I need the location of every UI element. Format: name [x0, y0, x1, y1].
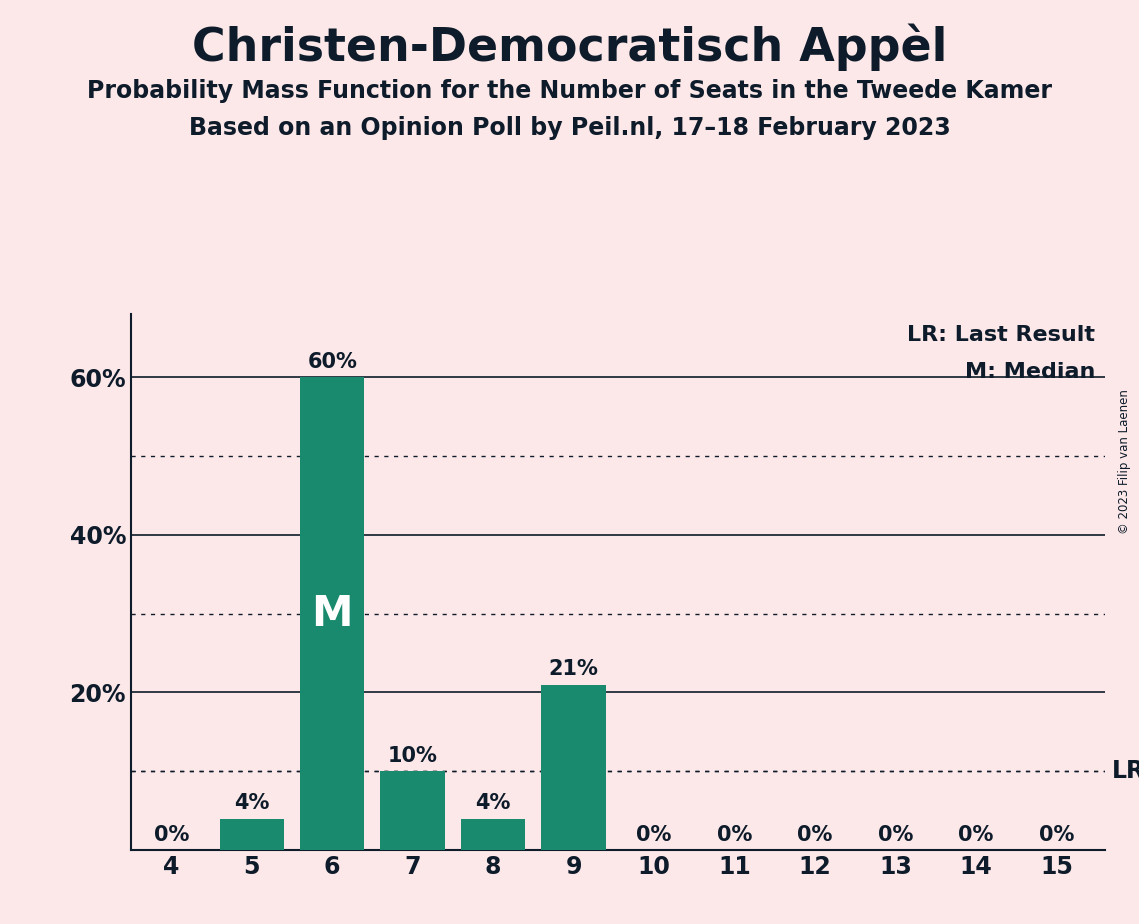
Text: 0%: 0% [1039, 824, 1074, 845]
Bar [220, 819, 284, 850]
Text: 0%: 0% [797, 824, 833, 845]
Bar [541, 685, 606, 850]
Text: M: M [311, 592, 353, 635]
Text: © 2023 Filip van Laenen: © 2023 Filip van Laenen [1118, 390, 1131, 534]
Text: 0%: 0% [958, 824, 993, 845]
Bar [380, 772, 445, 850]
Text: Probability Mass Function for the Number of Seats in the Tweede Kamer: Probability Mass Function for the Number… [87, 79, 1052, 103]
Text: 0%: 0% [154, 824, 189, 845]
Text: Based on an Opinion Poll by Peil.nl, 17–18 February 2023: Based on an Opinion Poll by Peil.nl, 17–… [189, 116, 950, 140]
Text: 60%: 60% [308, 352, 358, 371]
Text: LR: LR [1112, 760, 1139, 784]
Text: 0%: 0% [716, 824, 752, 845]
Bar [300, 377, 364, 850]
Text: 10%: 10% [387, 746, 437, 766]
Text: 4%: 4% [233, 793, 270, 813]
Bar [461, 819, 525, 850]
Text: 21%: 21% [549, 659, 599, 679]
Text: LR: Last Result: LR: Last Result [907, 325, 1095, 345]
Text: 4%: 4% [475, 793, 511, 813]
Text: M: Median: M: Median [965, 362, 1095, 383]
Text: 0%: 0% [878, 824, 913, 845]
Text: Christen-Democratisch Appèl: Christen-Democratisch Appèl [191, 23, 948, 70]
Text: 0%: 0% [637, 824, 672, 845]
